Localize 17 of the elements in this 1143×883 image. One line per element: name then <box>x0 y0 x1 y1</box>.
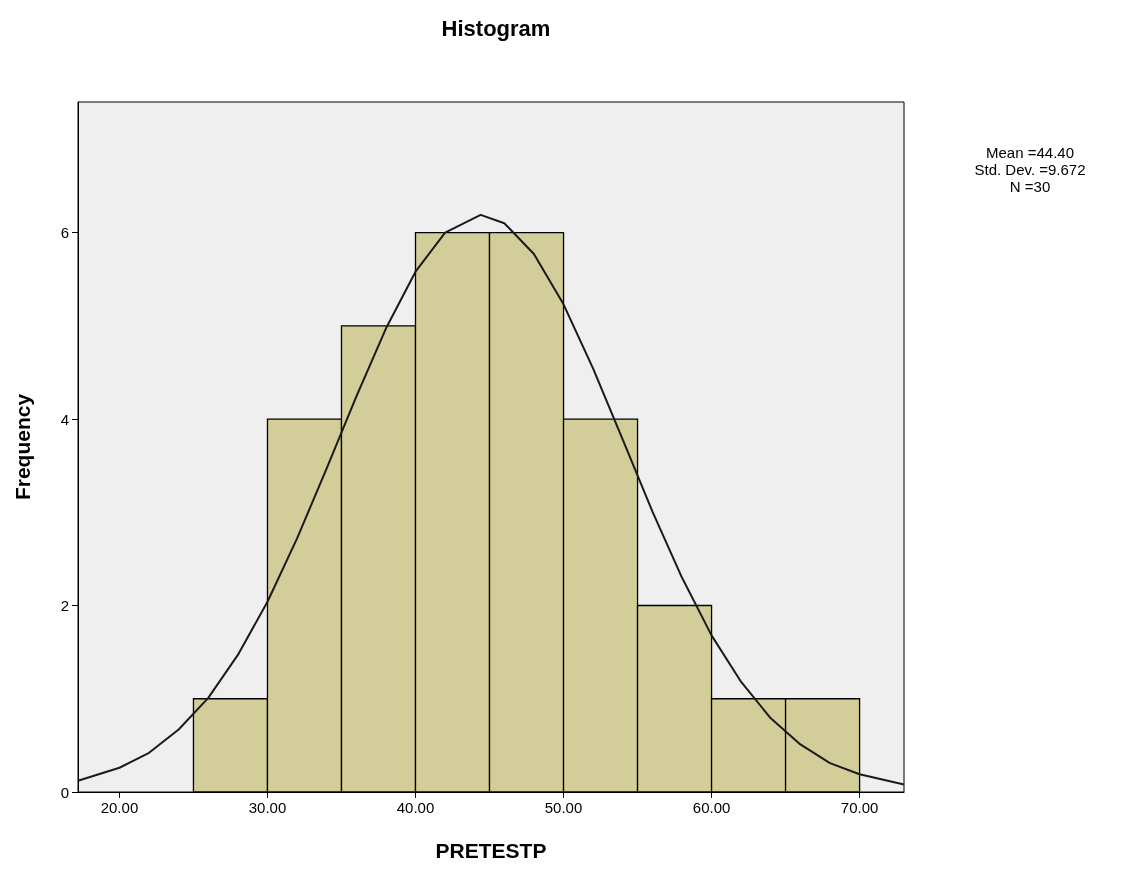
text: Mean =44.40 <box>986 144 1074 161</box>
x-tick-label: 60.00 <box>692 799 731 816</box>
text: Std. Dev. =9.672 <box>974 161 1086 178</box>
x-tick-label: 70.00 <box>840 799 879 816</box>
y-axis-title: Frequency <box>11 393 34 501</box>
chart-title: Histogram <box>441 15 551 41</box>
x-axis-title: PRETESTP <box>435 839 547 862</box>
x-tick-label: 40.00 <box>396 799 435 816</box>
x-tick-label: 30.00 <box>248 799 287 816</box>
x-tick-label: 20.00 <box>100 799 139 816</box>
y-tick-label: 6 <box>60 224 69 242</box>
y-tick-label: 4 <box>60 410 69 428</box>
line-series <box>77 213 905 786</box>
y-tick-label: 0 <box>60 783 69 801</box>
x-tick-label: 50.00 <box>544 799 583 816</box>
text: N =30 <box>1009 178 1051 195</box>
y-tick-label: 2 <box>60 597 69 615</box>
